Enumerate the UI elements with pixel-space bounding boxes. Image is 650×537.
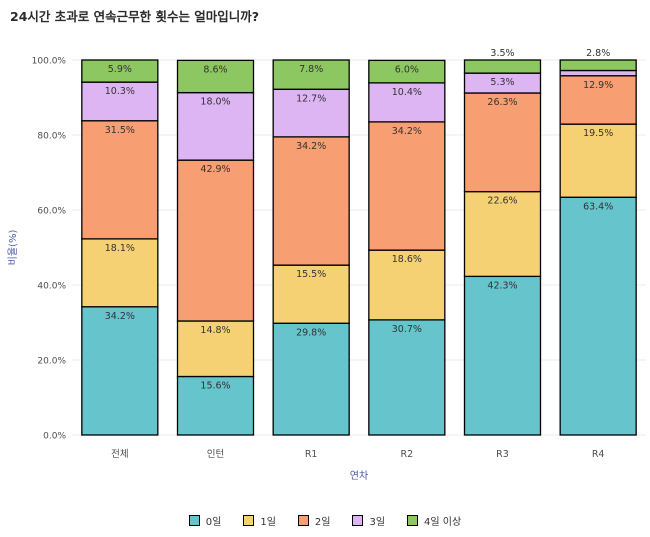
data-label: 8.6% [203, 64, 227, 75]
y-axis-label: 비율(%) [7, 230, 19, 266]
data-label: 34.2% [392, 126, 422, 137]
legend-item: 3일 [352, 513, 385, 528]
x-tick-label: R4 [592, 449, 605, 460]
data-label: 10.4% [392, 87, 422, 98]
data-label: 18.6% [392, 254, 422, 265]
data-label: 29.8% [296, 327, 326, 338]
data-label: 14.8% [200, 325, 230, 336]
data-label: 3.5% [490, 48, 514, 59]
legend-item: 1일 [243, 513, 276, 528]
x-tick-label: R3 [496, 449, 509, 460]
bar-segment-R4-4일 이상 [559, 59, 637, 72]
legend-label: 1일 [260, 517, 276, 528]
bar-segment-인턴-4일 이상 [176, 59, 255, 94]
bar-segment-R3-0일 [463, 275, 542, 436]
bar-segment-R1-1일 [272, 264, 350, 324]
data-label: 5.9% [108, 64, 132, 75]
data-label: 7.8% [299, 64, 323, 75]
data-label: 42.3% [487, 280, 517, 291]
bar-segment-전체-4일 이상 [81, 59, 159, 83]
data-label: 34.2% [296, 141, 326, 152]
legend-swatch [352, 515, 364, 526]
bar-segment-R4-3일 [559, 69, 637, 77]
legend-swatch [297, 515, 309, 526]
legend-item: 4일 이상 [407, 513, 461, 528]
data-label: 15.6% [200, 381, 230, 392]
data-label: 31.5% [105, 125, 135, 136]
legend-swatch [407, 515, 419, 526]
stacked-bar-chart: 0.0% 20.0% 40.0% 60.0% 80.0% 100.0% 비율(%) 34.2%… [7, 48, 646, 482]
legend-swatch [243, 515, 255, 526]
bar-segment-R2-2일 [368, 121, 446, 251]
bar-segment-인턴-0일 [176, 375, 255, 436]
data-label: 12.7% [296, 93, 326, 104]
data-label: 5.3% [490, 77, 514, 88]
bar-segment-전체-3일 [81, 81, 159, 122]
bar-segment-R3-2일 [463, 92, 542, 193]
data-label: 26.3% [487, 97, 517, 108]
legend-item: 0일 [188, 513, 222, 528]
legend-label: 2일 [314, 517, 331, 528]
data-label: 12.9% [583, 80, 613, 91]
bar-segment-R1-4일 이상 [272, 59, 350, 90]
bar-segment-R2-3일 [368, 82, 446, 123]
bar-segment-R4-0일 [559, 196, 637, 436]
bar-segment-인턴-3일 [176, 91, 255, 161]
bar-segment-전체-0일 [81, 306, 159, 436]
data-label: 63.4% [583, 201, 613, 212]
y-tick-label: 80.0% [37, 132, 66, 142]
bar-segment-인턴-1일 [176, 320, 255, 378]
y-tick-label: 40.0% [37, 282, 66, 292]
y-tick-label: 100.0% [32, 57, 67, 67]
data-label: 30.7% [392, 324, 422, 335]
bar-segment-R1-0일 [272, 322, 350, 436]
chart-title: 24시간 초과로 연속근무한 횟수는 얼마입니까? [10, 9, 260, 24]
legend-label: 0일 [205, 517, 222, 528]
bar-segment-R3-4일 이상 [463, 59, 542, 74]
y-tick-label: 0.0% [43, 432, 66, 442]
y-tick-label: 60.0% [37, 207, 66, 217]
bar-segment-R2-4일 이상 [368, 59, 446, 84]
bar-segment-R2-1일 [368, 249, 446, 321]
chart-legend: 0일 1일 2일 3일 4일 이상 [0, 513, 650, 528]
data-label: 22.6% [487, 196, 517, 207]
x-tick-label: R2 [401, 449, 414, 460]
legend-label: 3일 [369, 517, 386, 528]
bar-segment-R2-0일 [368, 319, 446, 436]
data-label: 2.8% [586, 48, 610, 59]
bar-segment-인턴-2일 [176, 159, 255, 322]
bar-segment-전체-2일 [81, 120, 159, 240]
data-label: 42.9% [200, 164, 230, 175]
data-label: 18.1% [105, 243, 135, 254]
data-label: 19.5% [583, 128, 613, 139]
x-axis-label: 연차 [350, 470, 368, 482]
legend-swatch [188, 515, 200, 526]
y-tick-label: 20.0% [37, 357, 66, 367]
x-tick-label: R1 [305, 449, 318, 460]
data-label: 18.0% [200, 97, 230, 108]
x-tick-label: 전체 [111, 449, 128, 460]
bar-segment-R1-2일 [272, 136, 350, 266]
data-label: 15.5% [296, 269, 326, 280]
legend-label: 4일 이상 [424, 517, 462, 528]
data-label: 6.0% [395, 64, 419, 75]
bar-segment-R4-2일 [559, 75, 637, 125]
bar-segment-전체-1일 [81, 238, 159, 308]
data-label: 34.2% [105, 311, 135, 322]
data-label: 10.3% [105, 86, 135, 97]
bar-segment-R3-1일 [463, 190, 542, 278]
x-tick-label: 인턴 [207, 449, 224, 460]
legend-item: 2일 [297, 513, 331, 528]
